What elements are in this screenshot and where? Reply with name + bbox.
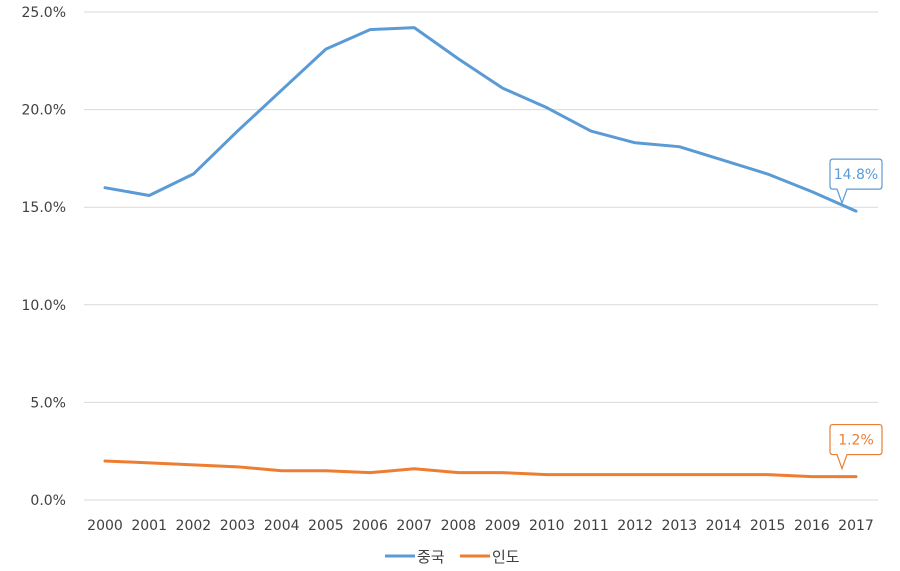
series-lines [103, 26, 858, 479]
x-tick-label: 2004 [264, 518, 300, 534]
y-axis-ticks: 0.0% 5.0% 10.0% 15.0% 20.0% 25.0% [22, 5, 66, 509]
end-value-label: 14.8% [834, 167, 878, 183]
x-tick-label: 2012 [617, 518, 653, 534]
end-value-label: 1.2% [838, 433, 874, 449]
y-tick-label: 15.0% [22, 200, 66, 216]
y-tick-label: 25.0% [22, 5, 66, 21]
x-tick-label: 2010 [529, 518, 565, 534]
legend: 중국 인도 [385, 548, 520, 566]
x-tick-label: 2016 [794, 518, 830, 534]
x-axis-ticks: 2000 2001 2002 2003 2004 2005 2006 2007 2008 2009… [87, 518, 874, 534]
gridlines [84, 11, 878, 501]
x-tick-label: 2009 [485, 518, 521, 534]
x-tick-label: 2015 [750, 518, 786, 534]
y-tick-label: 20.0% [22, 103, 66, 119]
x-tick-label: 2007 [396, 518, 432, 534]
x-tick-label: 2001 [131, 518, 167, 534]
y-tick-label: 5.0% [30, 395, 66, 411]
x-tick-label: 2011 [573, 518, 609, 534]
y-tick-label: 10.0% [22, 298, 66, 314]
x-tick-label: 2006 [352, 518, 388, 534]
x-tick-label: 2013 [661, 518, 697, 534]
x-tick-label: 2014 [706, 518, 742, 534]
x-tick-label: 2005 [308, 518, 344, 534]
x-tick-label: 2017 [838, 518, 874, 534]
legend-label: 인도 [492, 548, 520, 566]
callout-box [829, 158, 883, 205]
callout-box [829, 423, 883, 471]
series-line-2 [103, 459, 858, 479]
y-tick-label: 0.0% [30, 493, 66, 509]
series-line-1 [103, 26, 858, 213]
x-tick-label: 2000 [87, 518, 123, 534]
legend-label: 중국 [417, 548, 445, 566]
end-value-callouts: 14.8% 1.2% [829, 158, 883, 471]
x-tick-label: 2008 [441, 518, 477, 534]
x-tick-label: 2003 [220, 518, 256, 534]
x-tick-label: 2002 [176, 518, 212, 534]
